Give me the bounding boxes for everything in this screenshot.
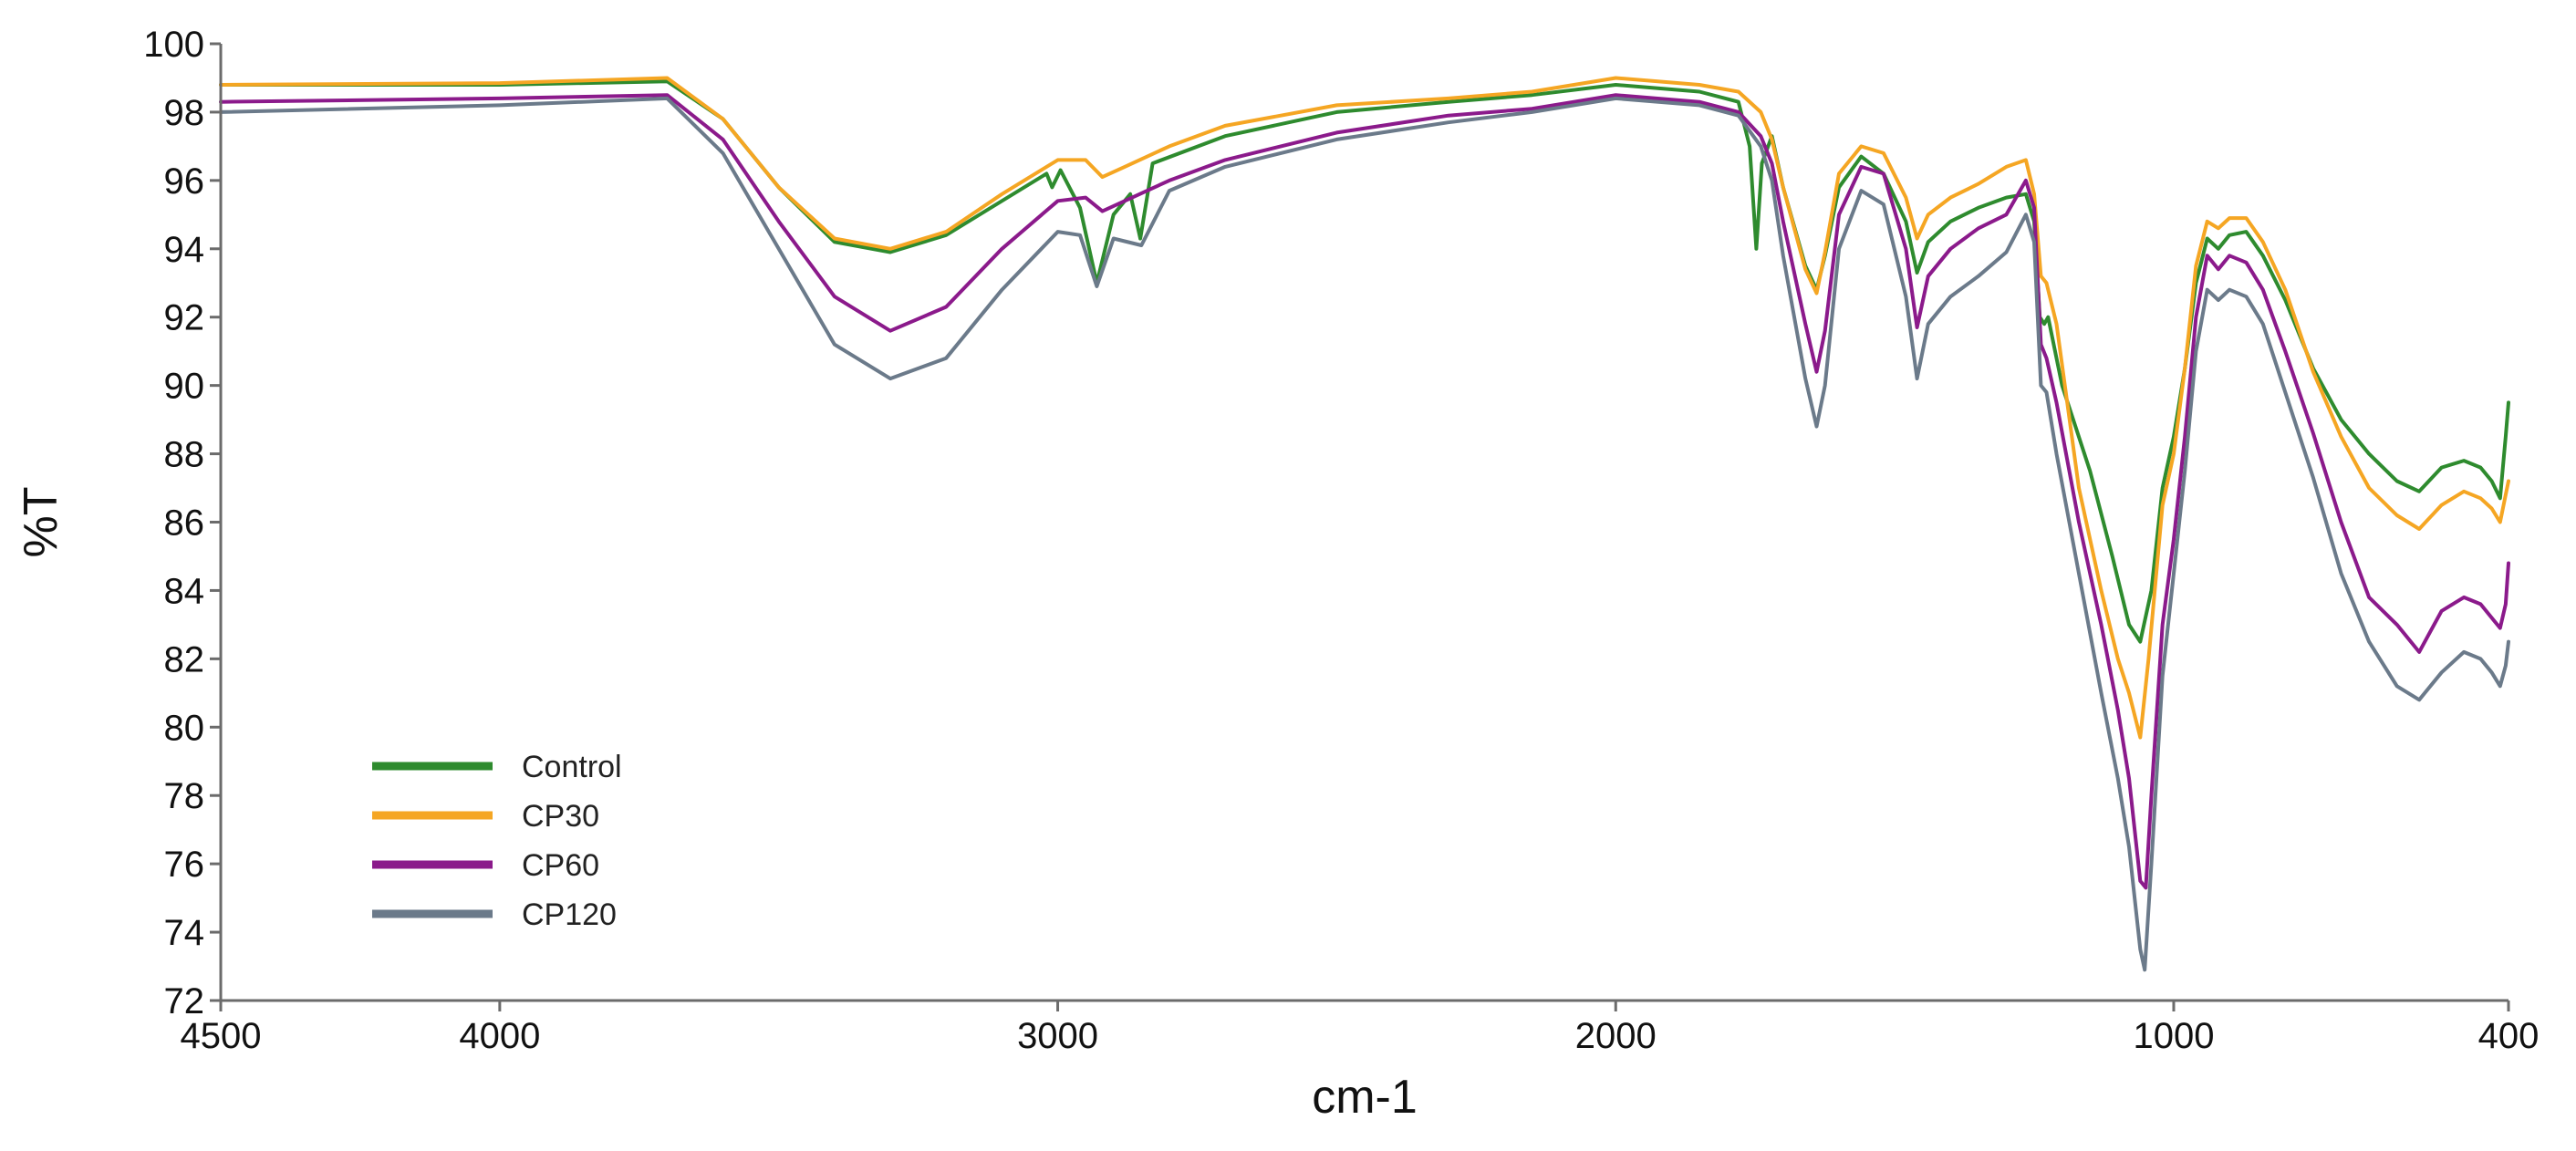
y-tick-label: 78 [164, 776, 205, 816]
x-tick-label: 400 [2478, 1016, 2540, 1056]
series-line-control [219, 79, 2510, 644]
y-tick-label: 92 [164, 298, 205, 338]
y-tick-label: 74 [164, 913, 205, 953]
x-axis-title: cm-1 [1312, 1071, 1418, 1124]
x-tick-label: 4500 [181, 1016, 262, 1056]
x-axis-ticks: 4500 4000 3000 2000 1000 400 [181, 1001, 2540, 1056]
y-tick-label: 88 [164, 435, 205, 475]
series-line-cp60 [219, 93, 2510, 890]
x-tick-label: 4000 [459, 1016, 540, 1056]
legend-label-cp120: CP120 [522, 897, 617, 932]
x-tick-label: 1000 [2133, 1016, 2214, 1056]
legend-label-control: Control [522, 750, 622, 784]
y-axis-ticks: 72 74 76 78 80 82 84 86 88 90 92 94 96 98 100 [143, 25, 221, 1021]
series-layer [219, 76, 2510, 972]
legend-label-cp60: CP60 [522, 848, 599, 883]
y-tick-label: 86 [164, 503, 205, 544]
x-tick-label: 3000 [1017, 1016, 1098, 1056]
y-tick-label: 82 [164, 639, 205, 679]
y-tick-label: 94 [164, 230, 205, 270]
x-tick-label: 2000 [1575, 1016, 1657, 1056]
legend: Control CP30 CP60 CP120 [372, 750, 622, 932]
y-axis-title: %T [15, 487, 68, 558]
y-tick-label: 90 [164, 367, 205, 407]
y-tick-label: 80 [164, 708, 205, 748]
y-tick-label: 76 [164, 845, 205, 885]
series-line-cp120 [219, 96, 2510, 972]
y-tick-label: 100 [143, 25, 204, 65]
y-tick-label: 96 [164, 161, 205, 202]
y-tick-label: 98 [164, 93, 205, 133]
y-tick-label: 84 [164, 571, 205, 611]
series-line-cp30 [219, 76, 2510, 740]
y-tick-label: 72 [164, 981, 205, 1021]
legend-label-cp30: CP30 [522, 799, 599, 834]
